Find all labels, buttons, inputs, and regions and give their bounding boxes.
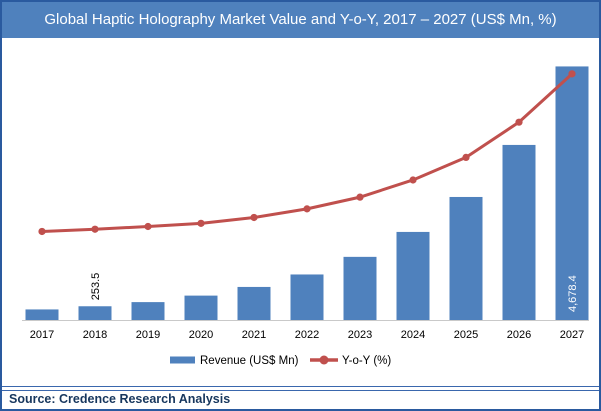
yoy-marker-2023 <box>356 193 364 201</box>
revenue-bar-2024 <box>396 231 430 320</box>
x-tick-2027: 2027 <box>560 329 584 341</box>
x-tick-2024: 2024 <box>401 329 425 341</box>
source-bar: Source: Credence Research Analysis <box>2 391 599 408</box>
revenue-bar-2025 <box>449 196 483 320</box>
revenue-bar-2017 <box>25 309 59 320</box>
chart-canvas: 2017 2018 2019 2020 2021 2022 2023 2024 2025 2026… <box>22 66 589 367</box>
x-tick-2019: 2019 <box>136 329 160 341</box>
revenue-bar-2023 <box>343 256 377 320</box>
separator-double-line <box>2 386 599 391</box>
yoy-marker-2019 <box>144 222 152 231</box>
revenue-bar-2021 <box>237 286 271 320</box>
revenue-bar-2026 <box>502 144 536 320</box>
data-label-2027: 4,678.4 <box>567 275 579 312</box>
data-label-2018: 253.5 <box>90 273 102 301</box>
yoy-marker-2024 <box>409 176 417 184</box>
yoy-marker-2018 <box>91 225 99 233</box>
x-tick-2026: 2026 <box>507 329 531 341</box>
revenue-bar-2018 <box>78 306 112 320</box>
x-tick-2018: 2018 <box>83 329 107 341</box>
yoy-marker-2022 <box>303 205 311 213</box>
yoy-marker-2021 <box>250 213 258 222</box>
x-tick-2017: 2017 <box>30 329 54 341</box>
yoy-marker-2027 <box>568 70 576 78</box>
legend-yoy-marker <box>319 355 329 365</box>
revenue-bar-2022 <box>290 274 324 320</box>
legend-revenue-swatch <box>170 356 195 364</box>
revenue-bar-2027 <box>555 66 589 320</box>
chart-area: 2017 2018 2019 2020 2021 2022 2023 2024 2025 2026… <box>2 38 599 386</box>
legend-revenue-label: Revenue (US$ Mn) <box>200 355 299 367</box>
x-tick-2022: 2022 <box>295 329 319 341</box>
yoy-marker-2017 <box>38 227 46 236</box>
x-tick-2025: 2025 <box>454 329 478 341</box>
x-tick-2023: 2023 <box>348 329 372 341</box>
x-tick-2020: 2020 <box>189 329 213 341</box>
x-tick-2021: 2021 <box>242 329 266 341</box>
revenue-bar-2020 <box>184 295 218 320</box>
yoy-marker-2025 <box>462 153 470 161</box>
yoy-marker-2020 <box>197 219 205 227</box>
revenue-bar-2019 <box>131 302 165 320</box>
chart-title: Global Haptic Holography Market Value an… <box>2 2 599 38</box>
yoy-marker-2026 <box>515 118 523 126</box>
source-text: Source: Credence Research Analysis <box>9 392 231 406</box>
legend-yoy-label: Y-o-Y (%) <box>342 355 391 367</box>
